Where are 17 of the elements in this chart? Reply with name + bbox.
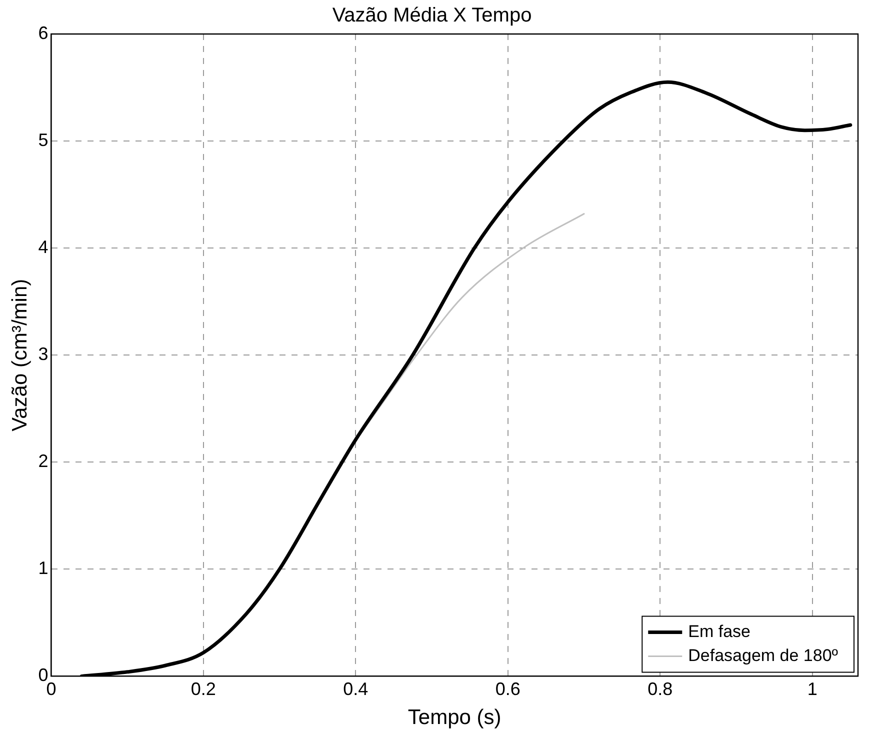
y-tick-label: 6 (38, 22, 48, 43)
chart-title: Vazão Média X Tempo (332, 4, 532, 27)
x-tick-label: 0.8 (648, 678, 673, 699)
y-tick-label: 2 (38, 451, 48, 472)
x-tick-label: 0.4 (343, 678, 368, 699)
legend-label: Em fase (688, 622, 750, 641)
x-tick-label: 0.6 (495, 678, 520, 699)
x-axis-title: Tempo (s) (408, 706, 502, 730)
y-tick-label: 4 (38, 237, 48, 258)
y-tick-label: 3 (38, 344, 48, 364)
y-axis-title: Vazão (cm³/min) (8, 278, 32, 432)
y-tick-label: 5 (38, 130, 48, 150)
x-tick-label: 0.2 (190, 678, 216, 699)
y-tick-label: 0 (38, 665, 48, 686)
y-tick-label: 1 (38, 558, 48, 578)
x-tick-label: 1 (807, 678, 818, 699)
legend-label: Defasagem de 180º (688, 646, 838, 665)
